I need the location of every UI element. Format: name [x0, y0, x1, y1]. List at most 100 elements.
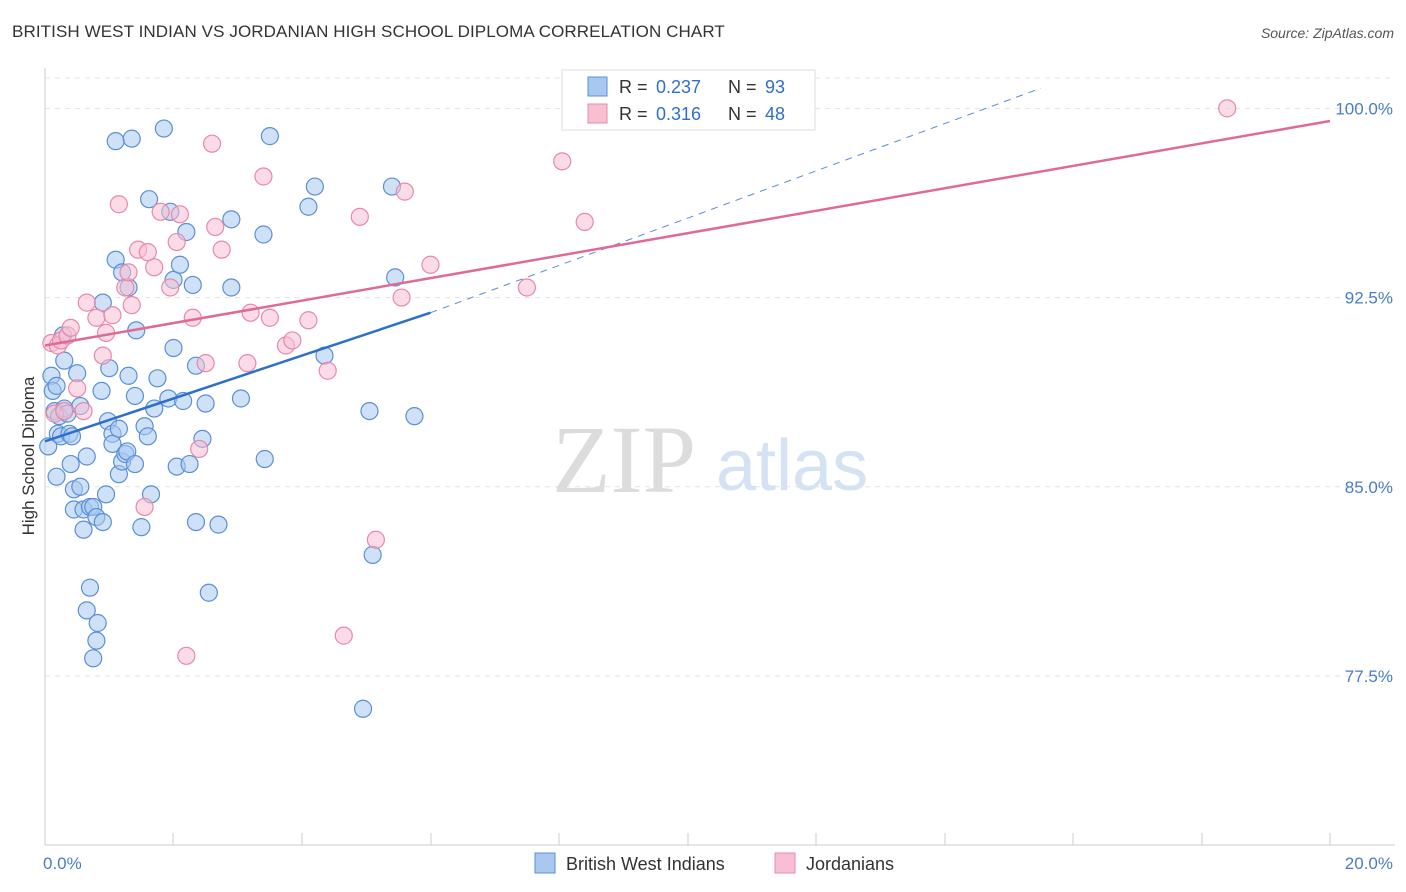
british-point-87 — [360, 401, 379, 421]
british-point-54 — [138, 427, 157, 446]
jordan-point-19 — [135, 497, 154, 517]
bottom-legend-swatch-jordan — [774, 852, 796, 874]
x-tick-label-1: 20.0% — [1345, 854, 1393, 873]
british-point-49 — [125, 454, 145, 474]
british-point-55 — [139, 190, 159, 209]
jordan-point-13 — [103, 306, 122, 325]
jordan-point-16 — [119, 263, 138, 282]
series-jordanians — [42, 99, 1237, 665]
british-point-28 — [87, 631, 106, 650]
british-point-12 — [61, 454, 80, 474]
jordan-point-46 — [421, 255, 440, 274]
jordan-point-23 — [161, 278, 180, 297]
stats-legend: R = 0.237 N = 93 R = 0.316 N = 48 — [561, 69, 816, 131]
british-point-4 — [47, 376, 66, 395]
x-tick-labels: 0.0% 20.0% — [43, 854, 1393, 873]
bottom-legend-label-jordan: Jordanians — [806, 854, 894, 874]
jordan-point-30 — [202, 134, 222, 153]
british-point-63 — [164, 338, 183, 358]
x-tick-label-0: 0.0% — [43, 854, 82, 873]
british-point-29 — [88, 613, 107, 633]
british-point-37 — [103, 434, 122, 453]
british-point-83 — [305, 177, 324, 196]
jordan-point-33 — [238, 354, 257, 373]
watermark-zip: ZIP — [552, 406, 696, 513]
jordan-point-31 — [206, 217, 225, 237]
legend-swatch-british — [587, 76, 608, 97]
jordan-point-25 — [170, 205, 190, 224]
y-tick-label-2: 92.5% — [1345, 289, 1393, 308]
british-point-24 — [80, 578, 100, 597]
series-british-west-indians — [39, 119, 424, 718]
jordan-point-41 — [334, 626, 353, 645]
legend-n-label-jordan: N = — [728, 104, 757, 124]
british-point-0 — [39, 437, 58, 456]
jordan-point-34 — [241, 303, 260, 322]
y-axis-label: High School Diploma — [19, 376, 38, 535]
jordan-point-22 — [151, 202, 170, 221]
british-point-31 — [93, 512, 112, 532]
jordan-point-28 — [190, 439, 209, 459]
legend-r-value-british: 0.237 — [656, 77, 701, 97]
british-point-39 — [106, 132, 125, 151]
y-tick-labels: 77.5% 85.0% 92.5% 100.0% — [1335, 99, 1393, 686]
legend-r-label-jordan: R = — [619, 104, 648, 124]
british-point-86 — [363, 545, 382, 564]
british-point-71 — [186, 512, 206, 532]
british-point-18 — [71, 477, 90, 496]
jordan-point-14 — [109, 195, 128, 214]
british-point-69 — [183, 275, 202, 295]
jordan-point-49 — [575, 212, 594, 231]
jordan-point-4 — [55, 401, 74, 421]
jordan-point-21 — [145, 258, 164, 277]
axes — [44, 68, 1395, 846]
british-point-26 — [84, 649, 103, 668]
y-tick-label-3: 100.0% — [1335, 99, 1393, 118]
watermark-atlas: atlas — [716, 426, 868, 506]
jordan-point-43 — [366, 530, 385, 549]
trend-british — [44, 311, 431, 443]
jordan-point-20 — [138, 243, 157, 262]
british-point-89 — [386, 268, 405, 287]
source-credit: Source: ZipAtlas.com — [1260, 25, 1394, 41]
jordan-point-48 — [553, 152, 572, 171]
british-point-68 — [180, 454, 199, 474]
jordan-point-17 — [122, 296, 141, 315]
british-point-76 — [222, 210, 241, 229]
legend-n-label-british: N = — [728, 77, 757, 97]
jordan-point-9 — [77, 293, 96, 312]
jordan-point-26 — [177, 646, 196, 665]
british-point-92 — [47, 467, 66, 486]
legend-n-value-jordan: 48 — [765, 104, 785, 124]
british-point-85 — [353, 699, 373, 718]
british-point-52 — [132, 518, 151, 537]
legend-n-value-british: 93 — [765, 77, 785, 97]
jordan-point-50 — [1218, 99, 1237, 118]
british-point-90 — [405, 407, 424, 426]
british-point-58 — [148, 369, 167, 388]
british-point-81 — [260, 127, 279, 146]
british-point-79 — [254, 225, 273, 244]
british-point-80 — [255, 449, 274, 469]
legend-r-value-jordan: 0.316 — [656, 104, 701, 124]
jordan-point-11 — [93, 346, 112, 365]
jordan-point-7 — [68, 379, 87, 398]
jordan-point-6 — [61, 318, 80, 337]
jordan-point-32 — [212, 240, 231, 259]
british-point-21 — [77, 601, 96, 620]
british-point-77 — [222, 278, 241, 297]
jordan-point-45 — [395, 182, 414, 201]
trend-lines — [44, 87, 1331, 443]
watermark: ZIP atlas — [552, 406, 868, 513]
legend-swatch-jordan — [587, 103, 608, 124]
jordan-point-39 — [299, 311, 318, 330]
jordan-point-47 — [517, 278, 536, 297]
jordan-point-10 — [87, 308, 106, 327]
british-point-74 — [199, 583, 218, 602]
jordan-point-36 — [260, 308, 279, 327]
jordan-point-44 — [392, 288, 411, 307]
british-point-46 — [119, 366, 138, 385]
jordan-point-42 — [350, 207, 369, 226]
series-legend: British West Indians Jordanians — [534, 852, 894, 874]
british-point-48 — [122, 129, 141, 148]
